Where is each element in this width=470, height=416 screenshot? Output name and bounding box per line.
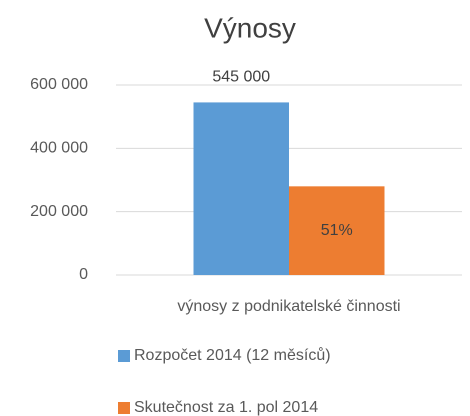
- data-label: 51%: [321, 222, 353, 239]
- y-tick-label: 200 000: [30, 203, 88, 220]
- x-tick-label: výnosy z podnikatelské činnosti: [177, 298, 400, 315]
- legend-swatch: [118, 402, 130, 414]
- chart-title: Výnosy: [204, 12, 296, 43]
- data-label: 545 000: [212, 69, 270, 86]
- bar: [289, 186, 385, 275]
- y-tick-label: 400 000: [30, 140, 88, 157]
- legend-label: Skutečnost za 1. pol 2014: [134, 399, 318, 416]
- legend-label: Rozpočet 2014 (12 měsíců): [134, 346, 331, 364]
- y-tick-label: 0: [79, 266, 88, 283]
- y-tick-label: 600 000: [30, 76, 88, 93]
- legend-swatch: [118, 350, 130, 362]
- bar: [193, 102, 289, 276]
